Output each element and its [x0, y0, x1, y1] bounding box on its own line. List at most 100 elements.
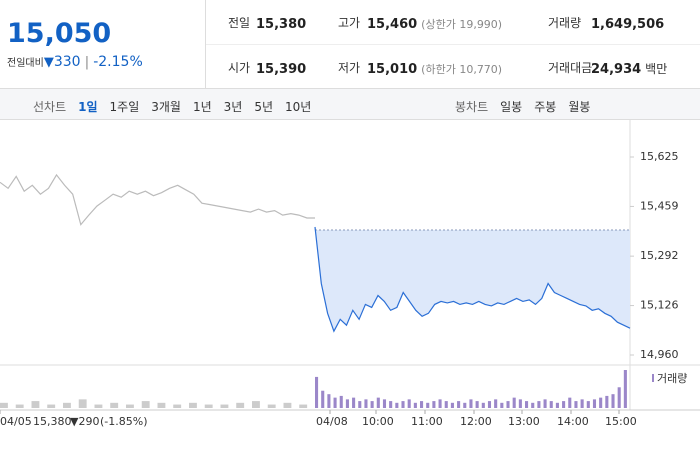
prev-day-date: 04/05 — [0, 415, 32, 428]
volume-bar — [568, 397, 572, 408]
value: 15,010 — [367, 62, 418, 77]
volume-bar — [395, 402, 399, 408]
change-arrow: ▼ — [43, 55, 54, 70]
change-pct: -2.15% — [93, 54, 143, 70]
value: 15,390 — [256, 62, 307, 77]
tab[interactable]: 10년 — [285, 100, 312, 114]
tab-label: 봉차트 — [455, 100, 489, 114]
volume-bar — [364, 399, 368, 408]
stat-label: 전일 — [228, 16, 251, 30]
stat-label: 시가 — [228, 61, 251, 75]
volume-bar — [299, 404, 308, 408]
tab[interactable]: 1주일 — [109, 100, 140, 114]
y-tick-label: 15,625 — [640, 150, 679, 163]
volume-bar — [525, 401, 529, 408]
volume-bar — [599, 397, 603, 408]
legend-swatch — [652, 374, 654, 382]
stat-value: 15,380 — [256, 13, 306, 32]
volume-bar — [78, 399, 87, 408]
stat-value: 24,934 백만 — [591, 58, 667, 77]
y-tick-label: 15,126 — [640, 299, 679, 312]
tab-label: 선차트 — [33, 100, 67, 114]
volume-bar — [586, 401, 590, 408]
note: (상한가 19,990) — [421, 18, 503, 31]
tab[interactable]: 일봉 — [500, 100, 523, 114]
volume-bar — [543, 399, 547, 408]
tab[interactable]: 월봉 — [568, 100, 591, 114]
value: 15,380 — [256, 17, 307, 32]
volume-bar — [450, 402, 454, 408]
volume-bar — [327, 394, 331, 408]
volume-bar — [444, 401, 448, 408]
y-tick-label: 15,292 — [640, 249, 679, 262]
volume-bar — [110, 402, 119, 408]
tab[interactable]: 3개월 — [151, 100, 181, 114]
volume-bar — [432, 401, 436, 408]
volume-bar — [382, 399, 387, 408]
volume-bar — [605, 395, 609, 408]
volume-bar — [236, 402, 245, 408]
x-tick-label: 14:00 — [557, 415, 589, 428]
x-tick-label: 12:00 — [460, 415, 492, 428]
stat-value: 15,460 (상한가 19,990) — [367, 13, 502, 32]
volume-bar — [469, 399, 473, 408]
volume-bar — [420, 401, 424, 408]
volume-bar — [487, 401, 492, 408]
divider — [205, 0, 206, 88]
tab[interactable]: 5년 — [254, 100, 274, 114]
volume-bar — [220, 404, 229, 408]
prev-line — [0, 173, 315, 226]
tab[interactable]: 1일 — [78, 100, 98, 114]
candle-tabs: 봉차트 일봉 주봉 월봉 — [455, 96, 602, 115]
volume-bar — [0, 402, 8, 408]
unit: 백만 — [645, 62, 668, 76]
x-tick-label: 04/08 — [316, 415, 348, 428]
volume-bar — [580, 399, 584, 408]
volume-bar — [481, 402, 485, 408]
prev-day-price: 15,380 — [33, 415, 72, 428]
volume-bar — [173, 404, 182, 408]
volume-bar — [321, 390, 325, 408]
prev-day-pct: (-1.85%) — [100, 415, 148, 428]
volume-bar — [189, 402, 197, 408]
volume-bar — [512, 397, 516, 408]
volume-bar — [500, 402, 504, 408]
stat-label: 거래량 — [548, 16, 582, 30]
volume-bar — [407, 399, 411, 408]
x-tick-label: 10:00 — [362, 415, 394, 428]
value: 15,460 — [367, 17, 418, 32]
change-value: 330 — [53, 54, 81, 70]
volume-bar — [31, 401, 40, 408]
price: 15,050 — [7, 18, 112, 49]
volume-bar — [413, 402, 417, 408]
volume-bar — [457, 401, 461, 408]
line-tabs: 선차트 1일 1주일 3개월 1년 3년 5년 10년 — [33, 96, 323, 115]
volume-bar — [204, 404, 213, 408]
volume-bar — [506, 401, 510, 408]
volume-bar — [475, 401, 479, 408]
volume-bar — [141, 401, 150, 408]
volume-bar — [157, 402, 166, 408]
volume-bar — [252, 401, 260, 408]
volume-bar — [562, 401, 566, 408]
tab-bar — [0, 89, 700, 120]
volume-bar — [494, 399, 498, 408]
volume-bar — [549, 401, 553, 408]
volume-bar — [555, 402, 559, 408]
value: 24,934 — [591, 62, 642, 77]
volume-bar — [47, 404, 56, 408]
tab[interactable]: 주봉 — [534, 100, 557, 114]
volume-bar — [401, 401, 405, 408]
x-tick-label: 13:00 — [508, 415, 540, 428]
stat-label: 거래대금 — [548, 61, 593, 75]
tab[interactable]: 3년 — [223, 100, 243, 114]
today-line — [314, 226, 631, 333]
stat-label: 저가 — [338, 61, 361, 75]
volume-bar — [389, 401, 393, 408]
tab[interactable]: 1년 — [192, 100, 212, 114]
volume-bar — [333, 397, 337, 408]
volume-bar — [376, 397, 380, 408]
legend-label: 거래량 — [657, 372, 687, 385]
y-tick-label: 15,459 — [640, 199, 679, 212]
